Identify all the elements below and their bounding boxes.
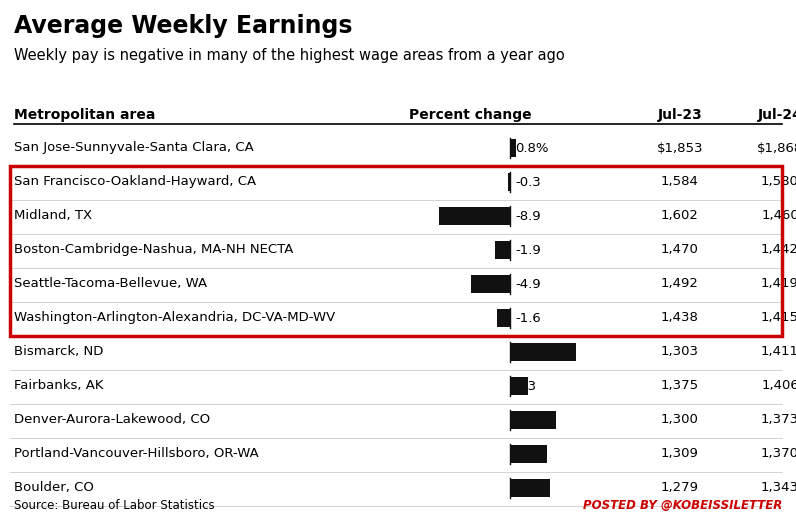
Text: Bismarck, ND: Bismarck, ND: [14, 345, 103, 358]
Text: 1,303: 1,303: [661, 345, 699, 358]
Text: 4.6: 4.6: [515, 447, 536, 461]
Text: 1,309: 1,309: [661, 447, 699, 461]
Bar: [10, 166, 782, 336]
Text: 1,411: 1,411: [761, 345, 796, 358]
Text: San Francisco-Oakland-Hayward, CA: San Francisco-Oakland-Hayward, CA: [14, 176, 256, 189]
Text: 1,492: 1,492: [661, 278, 699, 290]
Text: $1,868: $1,868: [757, 141, 796, 155]
Text: 1,300: 1,300: [661, 413, 699, 427]
Bar: [510, 479, 550, 497]
Text: Weekly pay is negative in many of the highest wage areas from a year ago: Weekly pay is negative in many of the hi…: [14, 48, 564, 63]
Bar: [498, 309, 510, 327]
Bar: [510, 139, 517, 157]
Bar: [508, 173, 510, 191]
Bar: [470, 275, 510, 293]
Bar: [510, 343, 576, 361]
Text: 0.8%: 0.8%: [515, 141, 548, 155]
Text: Denver-Aurora-Lakewood, CO: Denver-Aurora-Lakewood, CO: [14, 413, 210, 427]
Text: 1,602: 1,602: [661, 210, 699, 223]
Text: Seattle-Tacoma-Bellevue, WA: Seattle-Tacoma-Bellevue, WA: [14, 278, 207, 290]
Text: Boulder, CO: Boulder, CO: [14, 482, 94, 495]
Text: 1,584: 1,584: [661, 176, 699, 189]
Text: -1.9: -1.9: [515, 244, 540, 257]
Text: 1,438: 1,438: [661, 311, 699, 324]
Text: Percent change: Percent change: [408, 108, 531, 122]
Text: -8.9: -8.9: [515, 210, 540, 223]
Text: POSTED BY @KOBEISSILETTER: POSTED BY @KOBEISSILETTER: [583, 499, 782, 512]
Text: 1,373: 1,373: [761, 413, 796, 427]
Text: Boston-Cambridge-Nashua, MA-NH NECTA: Boston-Cambridge-Nashua, MA-NH NECTA: [14, 244, 294, 257]
Bar: [510, 377, 529, 395]
Text: -4.9: -4.9: [515, 278, 540, 290]
Text: Metropolitan area: Metropolitan area: [14, 108, 155, 122]
Text: Fairbanks, AK: Fairbanks, AK: [14, 379, 103, 392]
Bar: [495, 241, 510, 259]
Bar: [510, 411, 556, 429]
Text: Washington-Arlington-Alexandria, DC-VA-MD-WV: Washington-Arlington-Alexandria, DC-VA-M…: [14, 311, 335, 324]
Text: 1,370: 1,370: [761, 447, 796, 461]
Text: Average Weekly Earnings: Average Weekly Earnings: [14, 14, 353, 38]
Text: 1,406: 1,406: [761, 379, 796, 392]
Text: 1,279: 1,279: [661, 482, 699, 495]
Text: Source: Bureau of Labor Statistics: Source: Bureau of Labor Statistics: [14, 499, 215, 512]
Text: 1,580: 1,580: [761, 176, 796, 189]
Text: Jul-24: Jul-24: [758, 108, 796, 122]
Text: Midland, TX: Midland, TX: [14, 210, 92, 223]
Text: $1,853: $1,853: [657, 141, 703, 155]
Text: San Jose-Sunnyvale-Santa Clara, CA: San Jose-Sunnyvale-Santa Clara, CA: [14, 141, 254, 155]
Text: 1,343: 1,343: [761, 482, 796, 495]
Text: Portland-Vancouver-Hillsboro, OR-WA: Portland-Vancouver-Hillsboro, OR-WA: [14, 447, 259, 461]
Bar: [510, 445, 547, 463]
Text: 1,470: 1,470: [661, 244, 699, 257]
Text: 5.0: 5.0: [515, 482, 536, 495]
Text: 1,460: 1,460: [761, 210, 796, 223]
Text: 1,442: 1,442: [761, 244, 796, 257]
Text: 5.7: 5.7: [515, 413, 537, 427]
Text: 1,415: 1,415: [761, 311, 796, 324]
Text: Jul-23: Jul-23: [657, 108, 702, 122]
Text: -1.6: -1.6: [515, 311, 540, 324]
Text: 1,419: 1,419: [761, 278, 796, 290]
Text: 8.3: 8.3: [515, 345, 536, 358]
Text: -0.3: -0.3: [515, 176, 540, 189]
Text: 1,375: 1,375: [661, 379, 699, 392]
Text: 2.3: 2.3: [515, 379, 537, 392]
Bar: [439, 207, 510, 225]
